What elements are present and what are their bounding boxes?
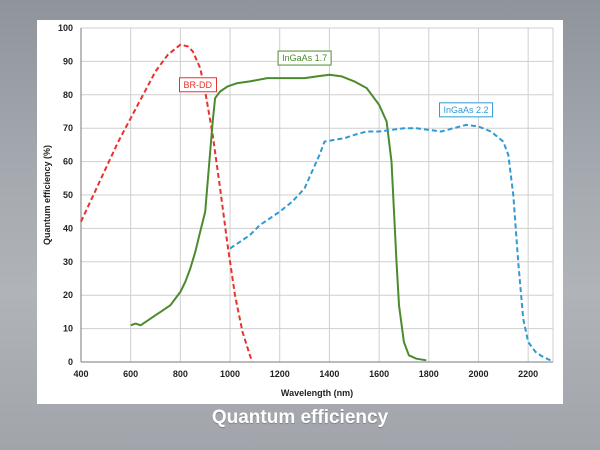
series-label-box [277,50,332,66]
x-tick-label: 1000 [220,369,240,379]
x-tick-label: 600 [123,369,138,379]
x-tick-label: 1400 [319,369,339,379]
chart-panel: 0 10 20 30 40 50 60 70 80 90 100 400 600 800 1000 1200 1… [37,20,563,404]
series-line-br-dd [80,43,254,363]
series-label-box [439,102,494,118]
y-tick-label: 30 [63,257,73,267]
series-line-ingaas-2-2 [229,123,551,362]
y-tick-label: 10 [63,324,73,334]
x-tick-label: 1800 [419,369,439,379]
series-label-text: BR-DD [184,80,213,90]
axes: 0 10 20 30 40 50 60 70 80 90 100 400 600 800 1000 1200 1… [58,23,553,379]
y-tick-label: 80 [63,90,73,100]
series-label-br-dd: BR-DD [179,77,218,93]
y-tick-label: 50 [63,190,73,200]
quantum-efficiency-chart: 0 10 20 30 40 50 60 70 80 90 100 400 600 800 1000 1200 1… [42,23,554,398]
series-label-text: InGaAs 1.7 [282,53,327,63]
series-label-text: InGaAs 2.2 [444,105,489,115]
y-tick-label: 60 [63,157,73,167]
y-axis-title: Quantum efficiency (%) [42,145,52,245]
x-axis-title: Wavelength (nm) [281,388,353,398]
series-lines [80,43,551,363]
slide-caption: Quantum efficiency [211,407,389,428]
x-tick-label: 1200 [270,369,290,379]
y-tick-label: 100 [58,23,73,33]
y-tick-label: 70 [63,123,73,133]
y-tick-label: 40 [63,223,73,233]
series-label-ingaas-2-2: InGaAs 2.2 [439,102,494,118]
series-labels: BR-DD InGaAs 1.7 InGaAs 2.2 [179,50,494,118]
x-tick-label: 2200 [518,369,538,379]
series-label-box [179,77,218,93]
series-line-ingaas-1-7 [130,73,427,362]
y-tick-label: 20 [63,290,73,300]
x-tick-label: 1600 [369,369,389,379]
x-tick-label: 400 [73,369,88,379]
y-tick-label: 0 [68,357,73,367]
x-tick-label: 800 [173,369,188,379]
x-tick-label: 2000 [468,369,488,379]
series-label-ingaas-1-7: InGaAs 1.7 [277,50,332,66]
y-tick-label: 90 [63,56,73,66]
